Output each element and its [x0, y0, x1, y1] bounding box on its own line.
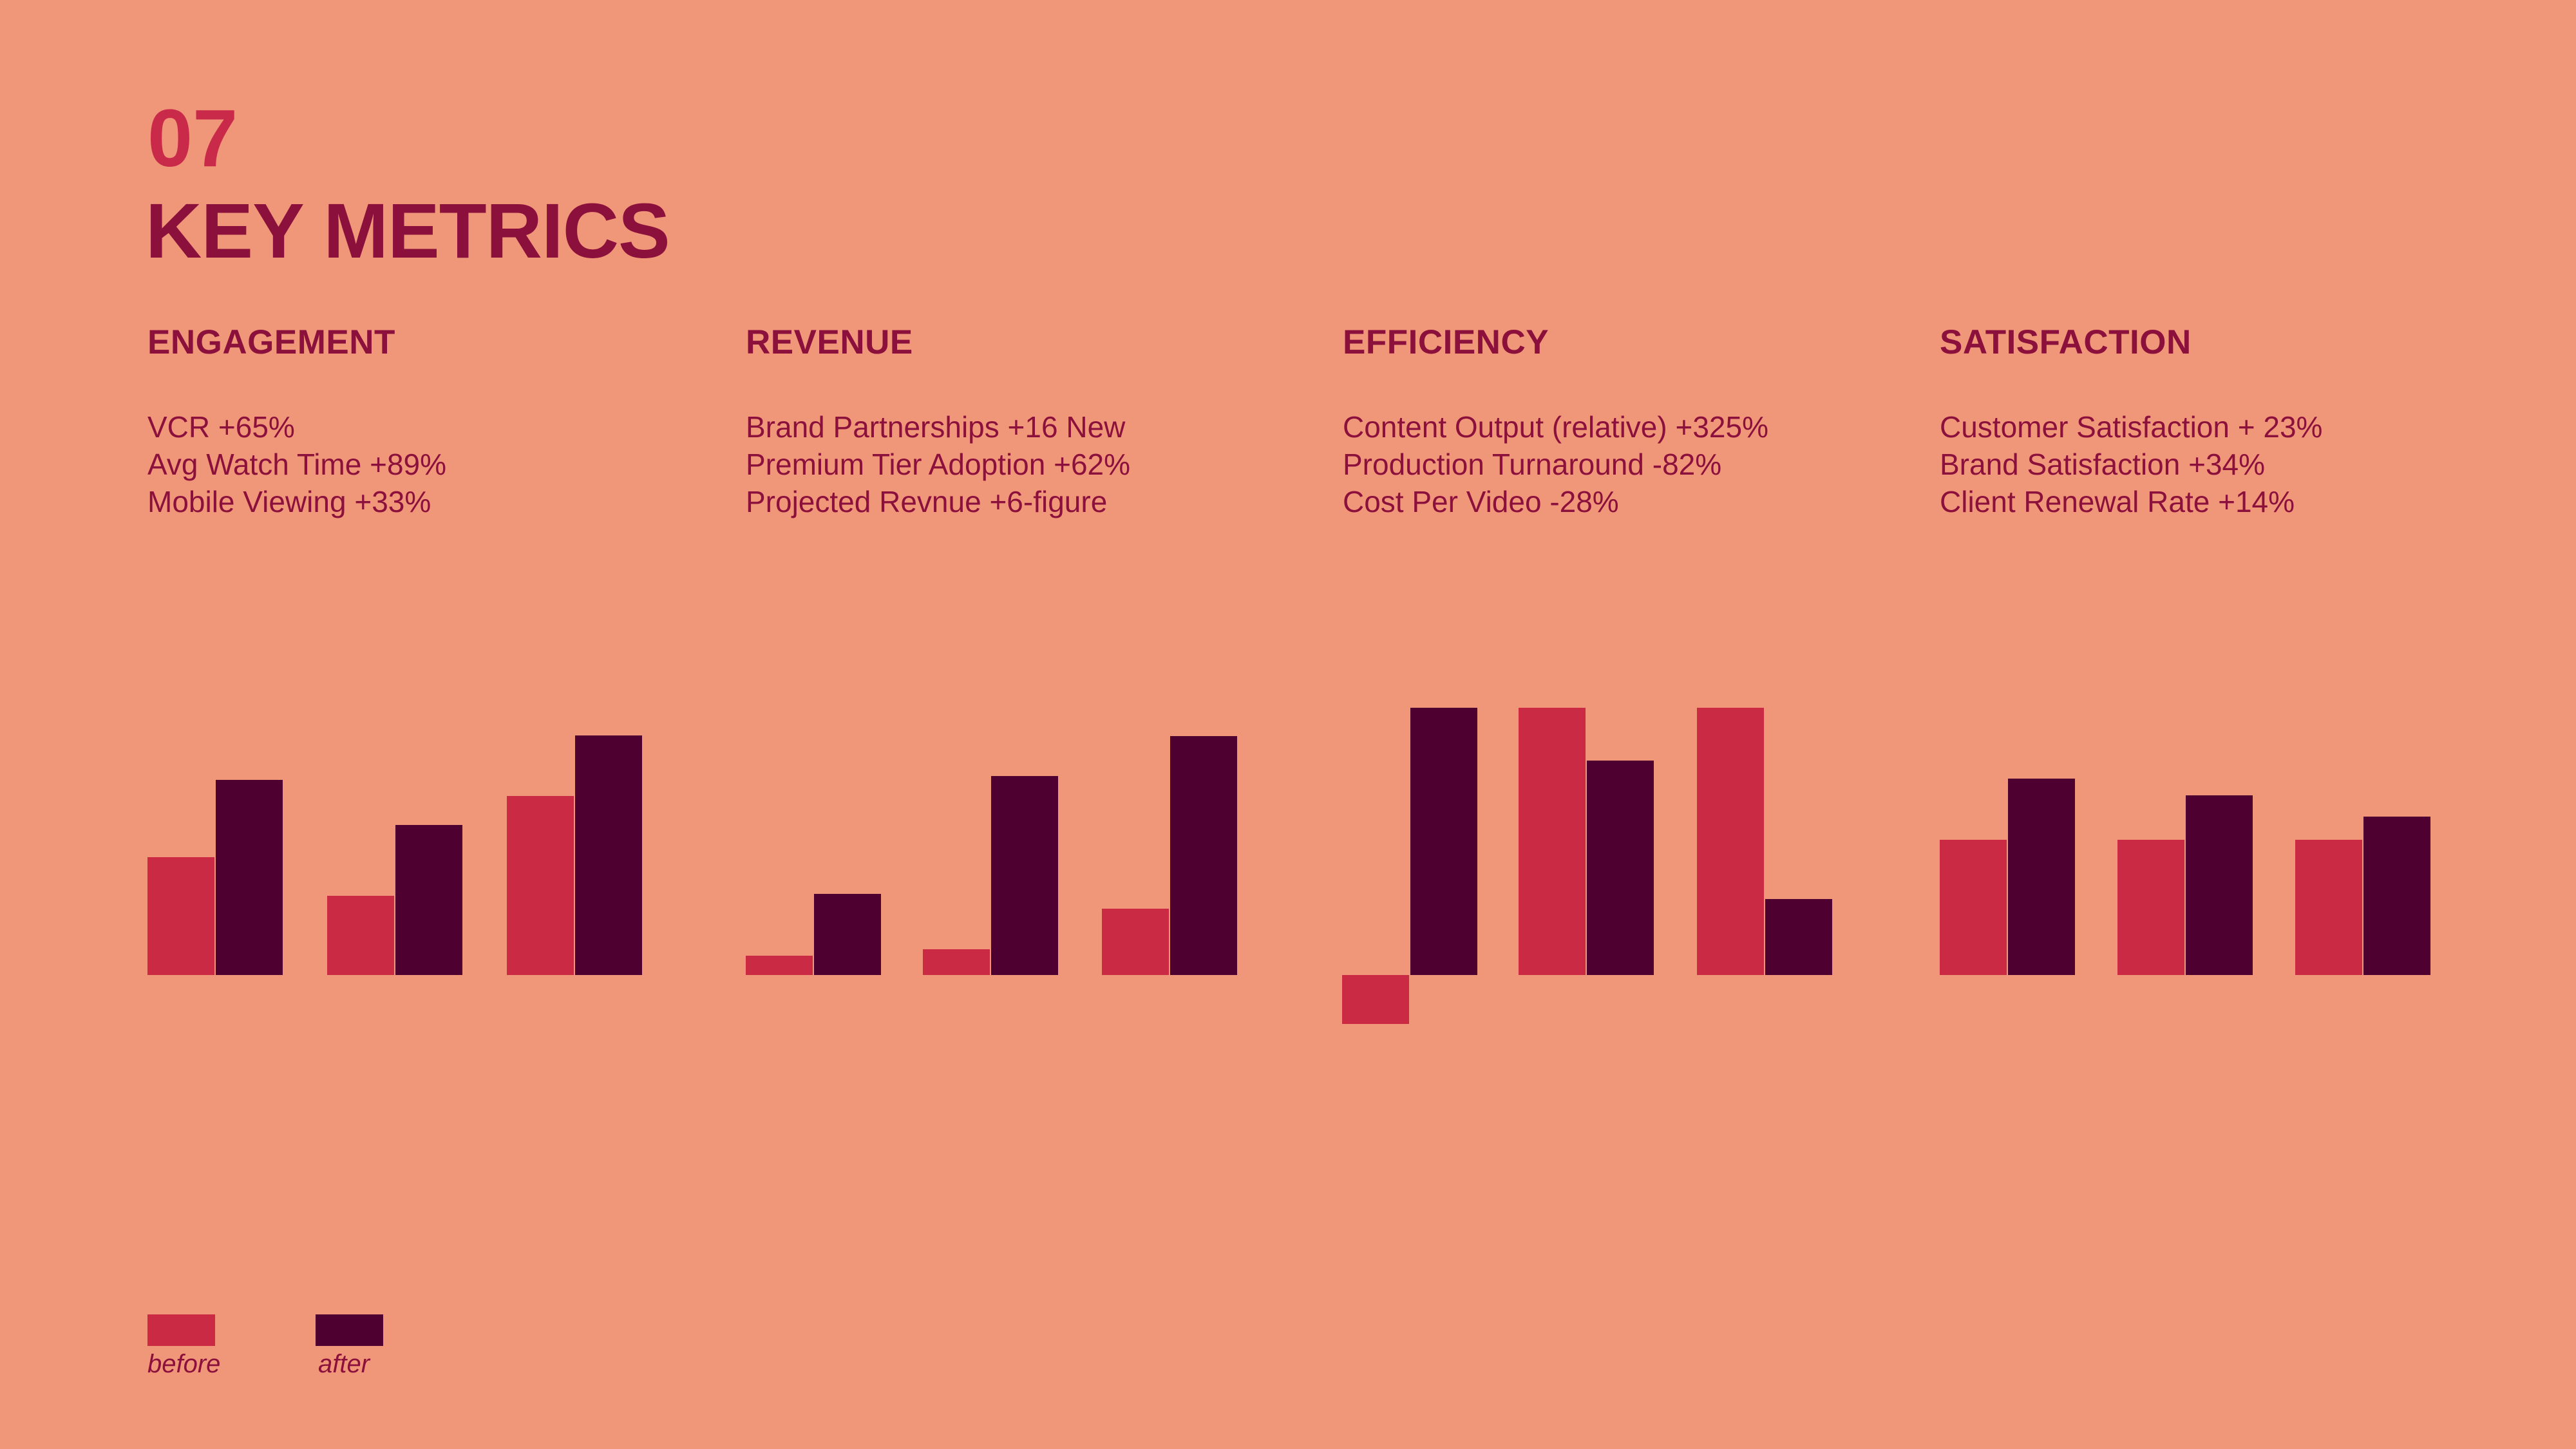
engagement-before-bar-0 — [147, 857, 214, 975]
satisfaction-after-bar-2 — [2363, 817, 2430, 975]
metric-line: Projected Revnue +6-figure — [746, 485, 1108, 518]
revenue-before-bar-0 — [746, 956, 813, 975]
efficiency-before-bar-1 — [1519, 708, 1586, 975]
metric-line: Cost Per Video -28% — [1343, 485, 1619, 518]
metric-line: Production Turnaround -82% — [1343, 448, 1722, 481]
legend-label-after: after — [318, 1350, 370, 1378]
efficiency-before-bar-2 — [1697, 708, 1764, 975]
metric-column-efficiency: EFFICIENCY Content Output (relative) +32… — [1343, 325, 1909, 520]
slide-number: 07 — [147, 93, 238, 184]
metric-line: Customer Satisfaction + 23% — [1940, 410, 2323, 444]
satisfaction-before-bar-0 — [1940, 840, 2007, 975]
efficiency-after-bar-2 — [1765, 899, 1832, 975]
revenue-after-bar-1 — [991, 776, 1058, 975]
metric-line: Premium Tier Adoption +62% — [746, 448, 1131, 481]
efficiency-after-bar-0 — [1410, 708, 1477, 975]
satisfaction-after-bar-1 — [2186, 795, 2253, 975]
revenue-before-bar-2 — [1102, 909, 1169, 975]
metric-column-revenue: REVENUE Brand Partnerships +16 New Premi… — [746, 325, 1312, 520]
engagement-before-bar-1 — [327, 896, 394, 975]
metric-line: Avg Watch Time +89% — [147, 448, 447, 481]
metric-line: Brand Partnerships +16 New — [746, 410, 1126, 444]
column-heading: EFFICIENCY — [1343, 323, 1549, 361]
engagement-after-bar-2 — [575, 735, 642, 975]
metric-lines: VCR +65% Avg Watch Time +89% Mobile View… — [147, 408, 714, 520]
metric-lines: Brand Partnerships +16 New Premium Tier … — [746, 408, 1312, 520]
efficiency-before-bar-0 — [1342, 975, 1409, 1024]
metric-line: Mobile Viewing +33% — [147, 485, 431, 518]
efficiency-after-bar-1 — [1587, 761, 1654, 975]
revenue-after-bar-0 — [814, 894, 881, 975]
revenue-before-bar-1 — [923, 949, 990, 975]
engagement-before-bar-2 — [507, 796, 574, 975]
metric-line: Client Renewal Rate +14% — [1940, 485, 2295, 518]
metric-column-satisfaction: SATISFACTION Customer Satisfaction + 23%… — [1940, 325, 2506, 520]
column-heading: REVENUE — [746, 323, 913, 361]
legend-label-before: before — [147, 1350, 221, 1378]
column-heading: SATISFACTION — [1940, 323, 2192, 361]
metric-line: Brand Satisfaction +34% — [1940, 448, 2266, 481]
metric-line: Content Output (relative) +325% — [1343, 410, 1768, 444]
metric-lines: Customer Satisfaction + 23% Brand Satisf… — [1940, 408, 2506, 520]
engagement-after-bar-0 — [216, 780, 283, 975]
metric-lines: Content Output (relative) +325% Producti… — [1343, 408, 1909, 520]
page-title: KEY METRICS — [146, 187, 670, 274]
satisfaction-after-bar-0 — [2008, 779, 2075, 975]
satisfaction-before-bar-1 — [2117, 840, 2184, 975]
legend-swatch-before — [147, 1314, 215, 1346]
revenue-after-bar-2 — [1170, 736, 1237, 975]
engagement-after-bar-1 — [395, 825, 462, 975]
satisfaction-before-bar-2 — [2295, 840, 2362, 975]
legend-swatch-after — [316, 1314, 383, 1346]
column-heading: ENGAGEMENT — [147, 323, 395, 361]
metric-line: VCR +65% — [147, 410, 295, 444]
metric-column-engagement: ENGAGEMENT VCR +65% Avg Watch Time +89% … — [147, 325, 714, 520]
